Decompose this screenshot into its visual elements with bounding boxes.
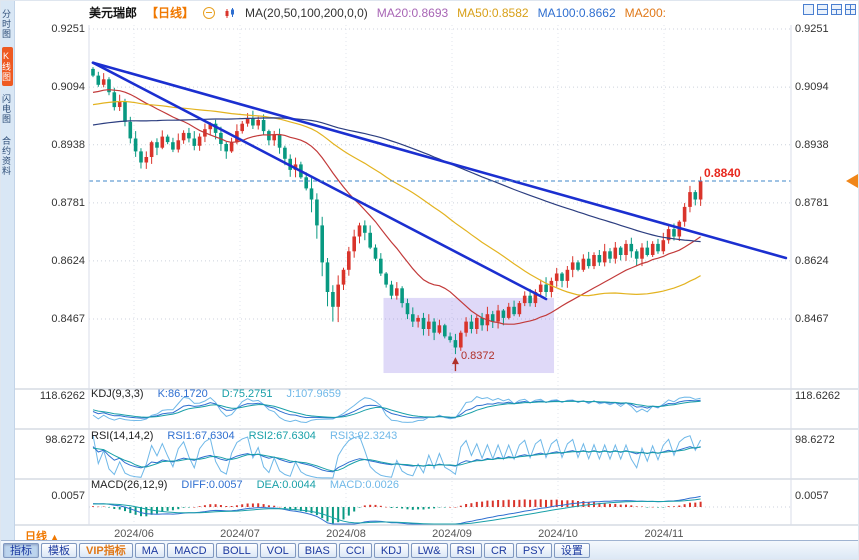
period-collapse-triangle: ▲ bbox=[50, 532, 59, 542]
low-price-label: 0.8372 bbox=[461, 350, 495, 362]
collapse-icon[interactable] bbox=[203, 6, 216, 19]
kdj-params[interactable]: KDJ(9,3,3) bbox=[91, 388, 144, 400]
toolbar-button-0[interactable]: 指标 bbox=[3, 542, 39, 558]
sidebar-tab-3[interactable]: 合约资料 bbox=[1, 136, 11, 176]
kdj-lines bbox=[92, 396, 701, 424]
layout-two-row-icon[interactable] bbox=[817, 4, 828, 15]
highlight-box[interactable] bbox=[383, 297, 555, 374]
ma100-line bbox=[92, 117, 701, 243]
y-axis-label-left-4: 0.8624 bbox=[51, 254, 85, 267]
y-axis-label-left-2: 0.8938 bbox=[51, 138, 85, 151]
toolbar-button-14[interactable]: 设置 bbox=[553, 542, 590, 558]
y-axis-label-right-0: 0.9251 bbox=[795, 23, 829, 35]
toolbar-button-3[interactable]: MA bbox=[134, 542, 166, 558]
toolbar-button-7[interactable]: BIAS bbox=[297, 542, 337, 558]
instrument-title: 美元瑞郎 bbox=[89, 6, 138, 20]
y-axis-label-right-3: 0.8781 bbox=[795, 196, 829, 209]
rsi-params[interactable]: RSI(14,14,2) bbox=[91, 430, 154, 442]
y-axis-label-right-2: 0.8938 bbox=[795, 138, 829, 151]
ma50-line bbox=[92, 100, 701, 297]
toolbar-button-8[interactable]: CCI bbox=[338, 542, 372, 558]
y-axis-label-right-5: 0.8467 bbox=[795, 313, 829, 325]
x-axis-label-0: 2024/06 bbox=[114, 528, 154, 540]
sidebar-tab-1[interactable]: K线图 bbox=[1, 47, 13, 86]
toolbar-button-1[interactable]: 模板 bbox=[41, 542, 77, 558]
kdj-scale-left: 118.6262 bbox=[39, 390, 85, 402]
gridlines bbox=[89, 25, 791, 523]
y-axis-label-right-4: 0.8624 bbox=[795, 254, 829, 267]
ma200-value: MA200: bbox=[624, 5, 666, 20]
macd-histogram bbox=[92, 499, 702, 524]
ma100-value: MA100:0.8662 bbox=[537, 5, 616, 20]
layout-four-grid-icon[interactable] bbox=[845, 4, 856, 15]
kdj-scale-right: 118.6262 bbox=[795, 390, 841, 402]
x-axis-label-3: 2024/09 bbox=[432, 528, 472, 540]
left-tab-sidebar: 分时图 K线图闪电图合约资料 bbox=[1, 1, 15, 542]
kdj-panel-header: KDJ(9,3,3) K:86.1720 D:75.2751 J:107.965… bbox=[91, 388, 341, 400]
layout-switcher bbox=[803, 4, 856, 15]
toolbar-button-12[interactable]: CR bbox=[483, 542, 514, 558]
toolbar-button-9[interactable]: KDJ bbox=[373, 542, 409, 558]
toolbar-button-13[interactable]: PSY bbox=[515, 542, 552, 558]
layout-single-icon[interactable] bbox=[803, 4, 814, 15]
macd-dea-value: DEA:0.0044 bbox=[256, 479, 316, 491]
y-axis-label-left-1: 0.9094 bbox=[51, 81, 85, 94]
latest-price-marker[interactable] bbox=[846, 174, 858, 188]
x-axis-label-1: 2024/07 bbox=[220, 528, 260, 540]
kdj-k-value: K:86.1720 bbox=[157, 388, 208, 400]
sidebar-tab-2[interactable]: 闪电图 bbox=[1, 94, 11, 124]
ma-params-label: MA(20,50,100,200,0,0) bbox=[245, 5, 368, 20]
sidebar-tab-0[interactable]: 分时图 bbox=[1, 9, 11, 39]
current-price-label: 0.8840 bbox=[704, 166, 741, 180]
y-axis-label-left-3: 0.8781 bbox=[51, 196, 85, 209]
y-axis-label-left-0: 0.9251 bbox=[51, 23, 85, 35]
layout-three-pane-icon[interactable] bbox=[831, 4, 842, 15]
macd-diff-value: DIFF:0.0057 bbox=[181, 479, 243, 491]
candlestick-icon bbox=[224, 7, 236, 19]
kdj-j-value: J:107.9659 bbox=[286, 388, 341, 400]
chart-header: 美元瑞郎 【日线】 MA(20,50,100,200,0,0) MA20:0.8… bbox=[89, 4, 666, 21]
ma20-value: MA20:0.8693 bbox=[376, 5, 449, 20]
rsi-scale-left: 98.6272 bbox=[45, 434, 85, 446]
ma20-line bbox=[92, 89, 701, 325]
kdj-d-value: D:75.2751 bbox=[221, 388, 273, 400]
macd-panel-header: MACD(26,12,9) DIFF:0.0057 DEA:0.0044 MAC… bbox=[91, 479, 399, 491]
x-axis-label-5: 2024/11 bbox=[644, 528, 684, 540]
toolbar-button-2[interactable]: VIP指标 bbox=[79, 542, 133, 558]
trendline-0[interactable] bbox=[91, 61, 548, 301]
macd-scale-right: 0.0057 bbox=[795, 490, 829, 502]
trendline-1[interactable] bbox=[91, 61, 788, 260]
toolbar-button-4[interactable]: MACD bbox=[167, 542, 214, 558]
x-axis-label-2: 2024/08 bbox=[326, 528, 366, 540]
rsi1-value: RSI1:67.6304 bbox=[167, 430, 235, 442]
toolbar-button-10[interactable]: LW& bbox=[410, 542, 448, 558]
candlestick-series bbox=[91, 67, 703, 355]
macd-params[interactable]: MACD(26,12,9) bbox=[91, 479, 168, 491]
macd-scale-left: 0.0057 bbox=[51, 490, 85, 502]
period-badge[interactable]: 【日线】 bbox=[146, 6, 195, 20]
rsi-lines bbox=[92, 435, 702, 479]
toolbar-button-11[interactable]: RSI bbox=[449, 542, 482, 558]
low-arrow bbox=[451, 357, 459, 372]
toolbar-button-5[interactable]: BOLL bbox=[215, 542, 258, 558]
x-axis-label-4: 2024/10 bbox=[538, 528, 578, 540]
indicator-toolbar: 指标 模板 VIP指标 MA MACD BOLL VOL BIAS CCI KDJ LW& RSI CR… bbox=[1, 540, 858, 559]
rsi-scale-right: 98.6272 bbox=[795, 434, 835, 446]
macd-macd-value: MACD:0.0026 bbox=[329, 479, 399, 491]
macd-lines bbox=[92, 495, 701, 525]
ma50-value: MA50:0.8582 bbox=[457, 5, 529, 20]
rsi-panel-header: RSI(14,14,2) RSI1:67.6304 RSI2:67.6304 R… bbox=[91, 430, 397, 442]
y-axis-label-left-5: 0.8467 bbox=[51, 313, 85, 325]
rsi2-value: RSI2:67.6304 bbox=[248, 430, 316, 442]
y-axis-label-right-1: 0.9094 bbox=[795, 81, 829, 94]
rsi3-value: RSI3:92.3243 bbox=[329, 430, 398, 442]
toolbar-button-6[interactable]: VOL bbox=[259, 542, 296, 558]
